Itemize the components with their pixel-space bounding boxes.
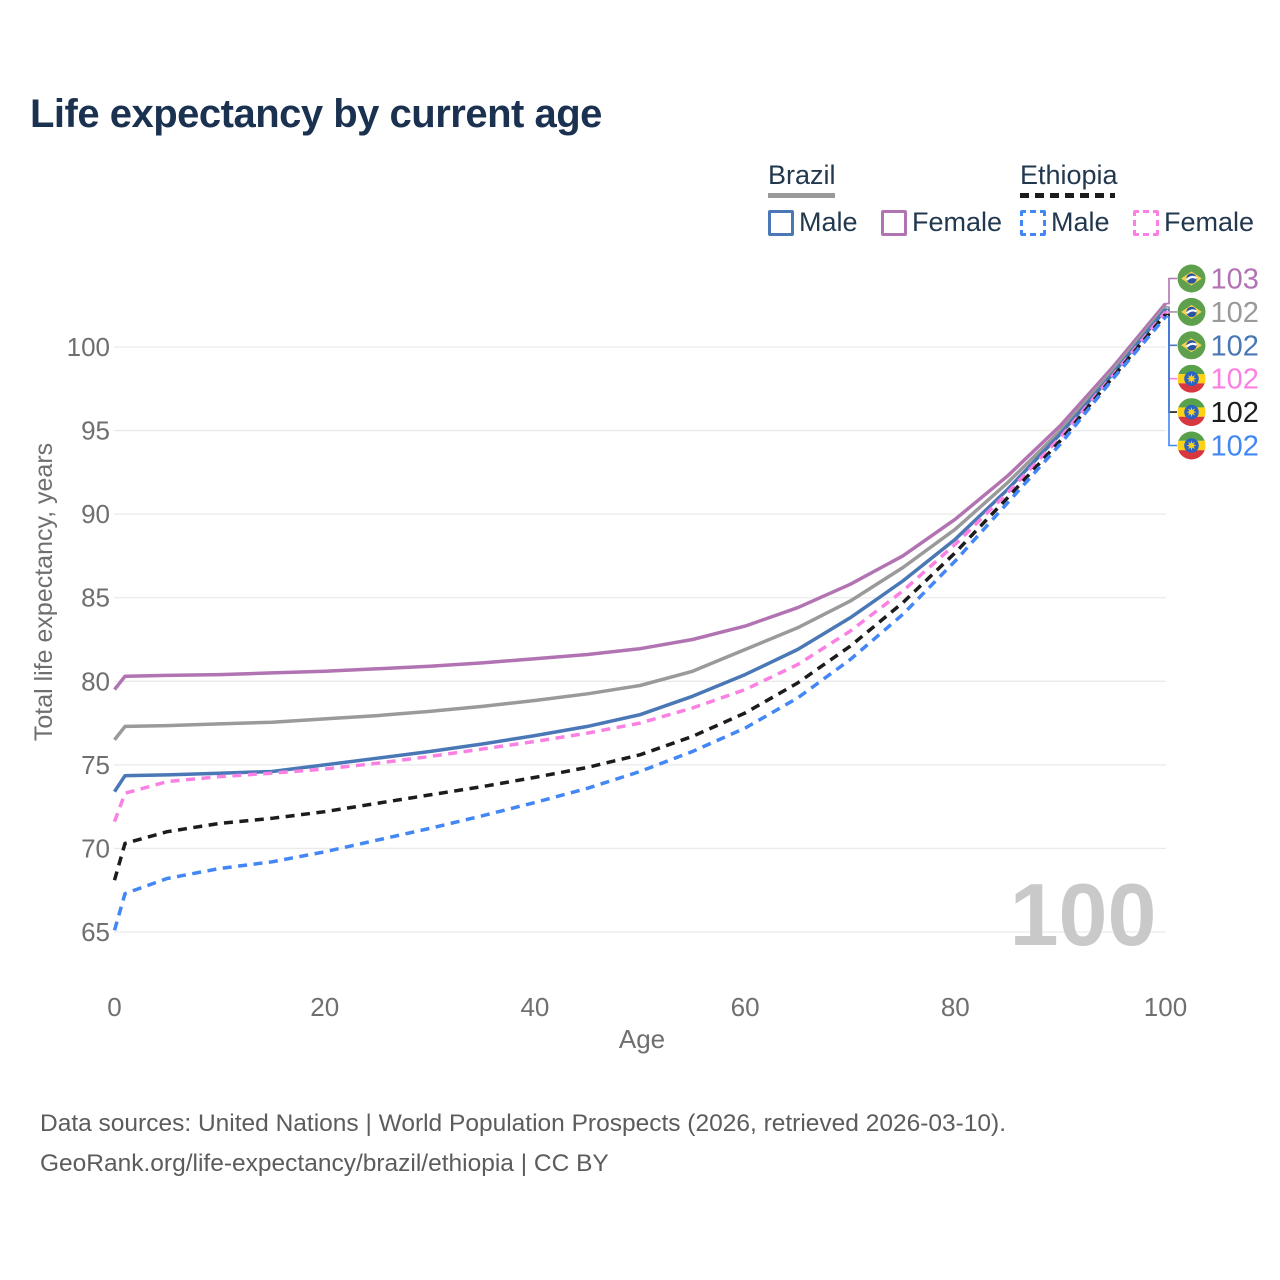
x-tick-label: 40 (520, 992, 549, 1022)
brazil-flag-globe (1186, 273, 1197, 284)
brazil-flag-band (1185, 309, 1198, 315)
brazil-female-swatch-icon (880, 209, 907, 236)
end-value-label: 102 (1211, 431, 1259, 463)
brazil-flag-globe (1186, 340, 1197, 351)
legend-country-brazil[interactable]: Brazil (768, 160, 836, 190)
series-line-ethiopia-female[interactable] (112, 310, 1167, 823)
legend-item-brazil-male[interactable]: Male (768, 207, 858, 238)
legend-country-ethiopia[interactable]: Ethiopia (1020, 160, 1118, 190)
x-tick-label: 100 (1144, 992, 1187, 1022)
legend-item-label: Female (911, 207, 1003, 237)
brazil-flag-globe (1186, 306, 1197, 318)
legend-item-ethiopia-male[interactable]: Male (1020, 207, 1110, 238)
legend-item-label: Female (1163, 207, 1255, 237)
legend-group-ethiopia: Ethiopia Male Female (1020, 160, 1254, 238)
ethiopia-female-swatch-icon (1132, 209, 1159, 236)
legend-item-ethiopia-female[interactable]: Female (1132, 207, 1255, 238)
end-label-connector (1165, 313, 1177, 413)
brazil-flag-icon (1177, 331, 1206, 360)
brazil-flag-icon (1177, 264, 1206, 293)
x-tick-label: 60 (731, 992, 760, 1022)
y-tick-label: 90 (81, 499, 110, 529)
end-value-label: 102 (1211, 397, 1259, 429)
footer-link-line: GeoRank.org/life-expectancy/brazil/ethio… (40, 1150, 609, 1177)
y-axis-title: Total life expectancy, years (30, 443, 58, 741)
footer-source-line: Data sources: United Nations | World Pop… (40, 1110, 1007, 1137)
series-line-brazil-male[interactable] (113, 308, 1167, 793)
brazil-flag-icon (1177, 297, 1206, 326)
brazil-flag-band (1185, 342, 1198, 348)
brazil-male-swatch-icon (768, 209, 794, 236)
y-tick-label: 100 (67, 332, 110, 362)
ethiopia-flag-star (1186, 373, 1197, 384)
series-line-ethiopia[interactable] (112, 313, 1167, 881)
ethiopia-flag-icon (1177, 364, 1206, 393)
end-value-label: 103 (1211, 264, 1259, 296)
y-tick-label: 85 (81, 583, 110, 613)
series-line-brazil[interactable] (113, 305, 1167, 741)
x-tick-label: 20 (310, 992, 339, 1022)
y-tick-label: 75 (81, 750, 110, 780)
x-tick-label: 80 (941, 992, 970, 1022)
ethiopia-flag-star (1186, 407, 1197, 418)
legend-item-label: Male (799, 207, 858, 237)
end-value-label: 102 (1211, 330, 1259, 362)
end-label-connector (1165, 277, 1177, 305)
page-title: Life expectancy by current age (30, 92, 602, 136)
brazil-flag-band (1185, 275, 1198, 281)
end-label-connector (1165, 316, 1177, 447)
y-tick-label: 95 (81, 416, 110, 446)
legend-item-label: Male (1051, 207, 1110, 237)
legend-group-brazil: Brazil Male Female (768, 160, 1002, 238)
footer: Data sources: United Nations | World Pop… (40, 1104, 1006, 1184)
x-axis-title: Age (619, 1024, 665, 1054)
ethiopia-male-swatch-icon (1020, 209, 1046, 236)
legend-items-ethiopia: Male Female (1020, 207, 1254, 238)
y-tick-label: 65 (81, 917, 110, 947)
end-value-label: 102 (1211, 297, 1259, 329)
y-tick-label: 70 (81, 833, 110, 863)
y-tick-label: 80 (81, 666, 110, 696)
legend-items-brazil: Male Female (768, 207, 1002, 238)
ethiopia-flag-icon (1177, 398, 1206, 427)
brazil-line-style-swatch (768, 193, 835, 198)
x-tick-label: 0 (107, 992, 121, 1022)
ethiopia-line-style-swatch (1020, 193, 1115, 198)
ethiopia-flag-star (1186, 440, 1197, 451)
ethiopia-flag-icon (1177, 431, 1206, 460)
age-watermark: 100 (1010, 865, 1157, 964)
series-line-brazil-female[interactable] (113, 302, 1167, 691)
series-line-ethiopia-male[interactable] (112, 315, 1167, 931)
legend-item-brazil-female[interactable]: Female (880, 207, 1003, 238)
end-value-label: 102 (1211, 364, 1259, 396)
